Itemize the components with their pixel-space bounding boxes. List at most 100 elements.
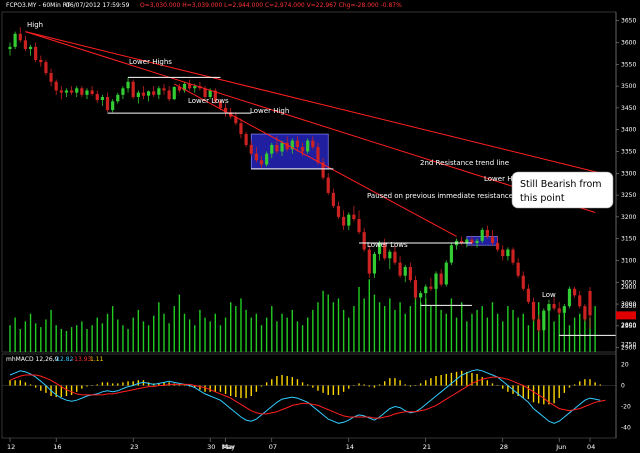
- candle-body: [496, 243, 500, 250]
- macd-histogram-bar: [40, 385, 42, 391]
- candle: [429, 277, 433, 291]
- macd-histogram-bar: [306, 384, 309, 386]
- macd-histogram-bar: [204, 385, 206, 392]
- candle-body: [105, 97, 110, 111]
- price-tick-label: 3150: [621, 236, 636, 243]
- macd-label: mhMACD 12,26,9 -12.82 -13.93 1.11: [6, 356, 104, 363]
- candle-body: [59, 90, 63, 93]
- volume-bar: [543, 313, 545, 352]
- candle-body: [480, 229, 484, 241]
- macd-histogram-bar: [24, 382, 27, 386]
- volume-bar: [111, 306, 114, 352]
- volume-bar: [353, 306, 355, 352]
- volume-bar: [158, 302, 160, 352]
- volume-tick-label: 2800: [621, 322, 636, 329]
- candle: [244, 131, 248, 148]
- volume-bar: [491, 302, 494, 352]
- candlesticks: [8, 27, 592, 333]
- candle: [531, 297, 536, 322]
- candle: [39, 55, 43, 67]
- candle: [85, 88, 89, 100]
- candle-body: [203, 88, 207, 97]
- candle: [116, 92, 120, 104]
- macd-histogram-bar: [522, 385, 524, 399]
- candle: [162, 83, 166, 95]
- trend-lines: [25, 31, 611, 237]
- time-tick-label: 28: [500, 443, 508, 451]
- candle-body: [111, 101, 115, 111]
- candle: [403, 264, 407, 283]
- candle: [49, 68, 53, 87]
- candle: [59, 86, 63, 100]
- volume-bar: [255, 313, 258, 352]
- volume-bar: [389, 298, 391, 352]
- macd-histogram-bar: [291, 377, 294, 386]
- candle-body: [578, 295, 582, 307]
- volume-bar: [440, 309, 442, 352]
- callout-line1: Still Bearish from: [520, 179, 602, 190]
- candle-body: [377, 243, 382, 254]
- macd-histogram-bar: [60, 385, 63, 398]
- macd-histogram-bar: [224, 385, 227, 394]
- volume-bar: [101, 323, 104, 352]
- price-tick-label: 2950: [621, 323, 636, 330]
- volume-bar: [132, 317, 134, 352]
- candle: [367, 245, 371, 278]
- time-tick-label: 14: [346, 443, 354, 451]
- volume-bar: [34, 323, 37, 352]
- volume-bar: [70, 327, 73, 352]
- header-ohlc: O=3,030.000 H=3,039.000 L=2,944.000 C=2,…: [140, 2, 402, 9]
- volume-bar: [573, 317, 576, 352]
- volume-bar: [245, 309, 247, 352]
- price-tick-label: 3050: [621, 279, 636, 286]
- time-tick-label: 12: [7, 443, 15, 451]
- volume-bar: [348, 317, 350, 352]
- volume-bar: [496, 313, 499, 352]
- candle: [475, 238, 479, 248]
- macd-histogram-bar: [296, 379, 299, 386]
- candle-body: [316, 147, 320, 163]
- macd-histogram-bar: [276, 376, 278, 386]
- volume-bar: [199, 309, 201, 352]
- candle: [213, 88, 217, 104]
- macd-tick-label: -20: [621, 404, 631, 411]
- volume-bar: [296, 321, 299, 352]
- candle-body: [429, 286, 433, 289]
- price-axis: 3650 3600 3550 3500 3450 3400 3350 3300 3250 3200…: [616, 18, 636, 352]
- candle-body: [80, 88, 84, 95]
- candle: [496, 236, 500, 252]
- volume-bar: [512, 309, 514, 352]
- volume-bar: [332, 302, 335, 352]
- candle: [44, 59, 48, 76]
- macd-histogram-bar: [348, 385, 350, 389]
- candle-body: [167, 90, 171, 100]
- candle-body: [239, 123, 243, 135]
- annotation-lower-high-box: Lower High: [250, 107, 289, 115]
- candle-body: [434, 273, 438, 289]
- macd-histogram-bar: [502, 385, 504, 389]
- candle-body: [531, 301, 536, 320]
- candle-body: [321, 162, 325, 178]
- candle: [90, 86, 94, 96]
- time-tick-label: Mar: [223, 443, 236, 451]
- macd-histogram-bar: [158, 383, 160, 386]
- candle: [13, 31, 17, 50]
- volume-bar: [142, 321, 145, 352]
- macd-histogram-bar: [178, 384, 181, 386]
- macd-histogram-bar: [14, 380, 16, 386]
- candle-body: [367, 249, 371, 274]
- candle-body: [439, 273, 443, 285]
- volume-bar: [106, 313, 109, 352]
- candle-body: [526, 288, 531, 302]
- volume-bar: [260, 325, 263, 352]
- annotation-paused: Paused on previous immediate resistance: [367, 192, 513, 200]
- macd-histogram-bar: [230, 385, 232, 396]
- macd-histogram-bar: [466, 371, 468, 386]
- macd-histogram-bar: [440, 375, 442, 386]
- candle: [111, 99, 115, 113]
- candle-body: [300, 147, 305, 152]
- last-price-box: [616, 311, 636, 320]
- candle-body: [249, 144, 253, 154]
- macd-histogram-bar: [496, 385, 499, 386]
